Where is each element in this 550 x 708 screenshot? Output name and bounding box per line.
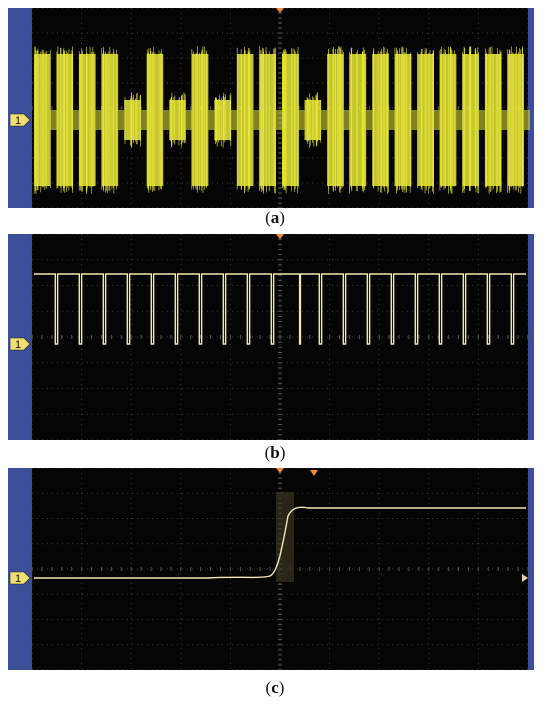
burst-gap <box>524 110 530 130</box>
caption-c: (c) <box>0 678 550 698</box>
channel-label: 1 <box>15 115 21 127</box>
oscilloscope-screen-b: 1 <box>8 234 534 440</box>
scope-panel-c: 1 <box>8 468 534 670</box>
caption-c-letter: c <box>271 678 279 697</box>
channel-1-marker: 1 <box>9 337 31 351</box>
burst-gap <box>253 110 260 130</box>
trigger-position-icon <box>276 234 284 239</box>
right-side-bar <box>528 234 534 440</box>
channel-marker-icon <box>9 113 31 127</box>
pulse-trace <box>34 273 526 345</box>
burst-trace <box>34 46 530 194</box>
burst-gap <box>50 110 57 130</box>
burst-gap <box>73 110 80 130</box>
trigger-position-icon <box>276 468 284 473</box>
burst-gap <box>478 110 485 130</box>
right-side-bar <box>528 8 534 208</box>
channel-1-marker: 1 <box>9 113 31 127</box>
caption-c-open: ( <box>265 678 272 697</box>
burst-gap <box>501 110 508 130</box>
channel-marker-icon <box>9 337 31 351</box>
caption-a-letter: a <box>270 208 280 227</box>
edge-region <box>276 492 294 582</box>
right-side-bar <box>528 468 534 670</box>
caption-a: (a) <box>0 208 550 228</box>
burst-gap <box>456 110 463 130</box>
burst <box>282 54 299 186</box>
caption-c-close: ) <box>278 678 285 697</box>
burst-gap <box>298 110 305 130</box>
channel-label: 1 <box>15 573 21 585</box>
burst-gap <box>433 110 440 130</box>
burst-gap <box>343 110 350 130</box>
burst-gap <box>118 110 125 130</box>
caption-a-open: ( <box>265 208 271 227</box>
burst-gap <box>366 110 373 130</box>
burst-gap <box>185 110 192 130</box>
caption-b-letter: b <box>270 443 280 462</box>
caption-b-close: ) <box>279 443 286 462</box>
center-ticks <box>31 234 529 440</box>
left-side-bar <box>8 8 32 208</box>
burst-gap <box>411 110 418 130</box>
burst-gap <box>276 110 282 130</box>
trigger-marker-icon <box>310 470 318 476</box>
scope-panel-a: 1 <box>8 8 534 208</box>
step-trace <box>34 506 526 579</box>
scope-panel-b: 1 <box>8 234 534 440</box>
left-side-bar <box>8 468 32 670</box>
burst-gap <box>321 110 328 130</box>
burst-gap <box>208 110 215 130</box>
caption-b: (b) <box>0 443 550 463</box>
burst-gap <box>140 110 147 130</box>
channel-1-marker: 1 <box>9 571 31 585</box>
caption-a-close: ) <box>279 208 285 227</box>
reference-arrow-icon <box>522 574 528 582</box>
burst-gap <box>95 110 102 130</box>
channel-label: 1 <box>15 339 21 351</box>
burst-gap <box>388 110 395 130</box>
oscilloscope-screen-c: 1 <box>8 468 534 670</box>
left-side-bar <box>8 234 32 440</box>
burst-gap <box>230 110 237 130</box>
burst <box>124 100 141 140</box>
channel-marker-icon <box>9 571 31 585</box>
trigger-position-icon <box>276 8 284 13</box>
caption-b-open: ( <box>264 443 271 462</box>
burst-gap <box>163 110 170 130</box>
oscilloscope-screen-a: 1 <box>8 8 534 208</box>
